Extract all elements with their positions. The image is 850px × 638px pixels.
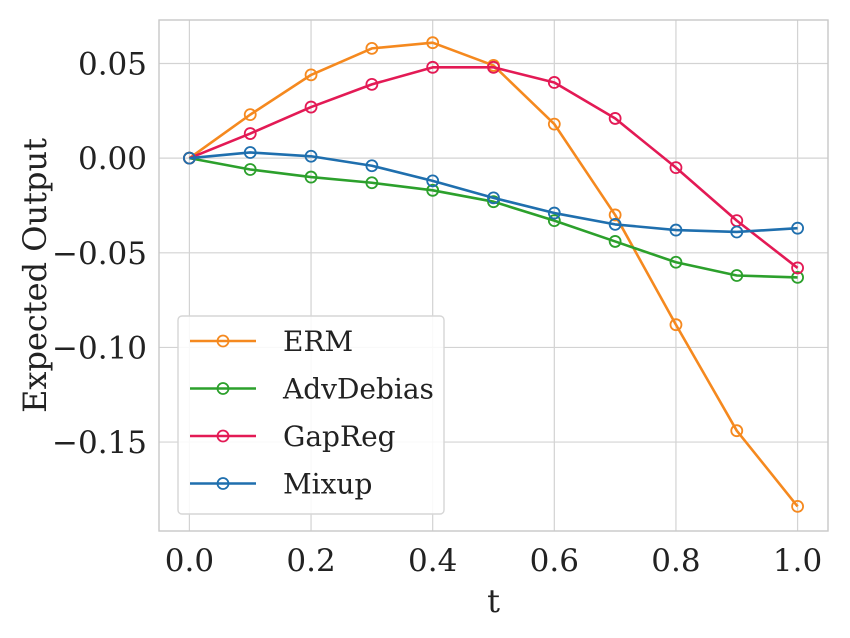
data-point (304, 170, 318, 184)
x-tick-label: 1.0 (773, 543, 822, 579)
data-point (365, 77, 379, 91)
series-line (189, 151, 798, 234)
legend-label: AdvDebias (282, 373, 434, 406)
series-mixup (183, 146, 804, 239)
legend-marker (216, 382, 230, 395)
x-tick-label: 0.0 (165, 543, 214, 579)
series-line (188, 41, 799, 508)
y-axis-label: Expected Output (16, 138, 54, 413)
data-point (791, 221, 804, 235)
data-point (243, 146, 257, 159)
data-point (547, 76, 561, 89)
data-point (304, 68, 318, 82)
legend: ERM AdvDebias GapReg Mixup (177, 315, 445, 515)
data-point (669, 161, 683, 175)
y-tick-label: −0.05 (52, 236, 147, 272)
legend-label: Mixup (283, 468, 372, 501)
series-layer (183, 36, 804, 513)
y-tick-label: −0.10 (52, 330, 147, 366)
data-point (608, 217, 622, 231)
legend-marker (216, 477, 230, 490)
data-point (487, 60, 500, 74)
data-point (791, 499, 804, 513)
data-point (426, 174, 440, 188)
x-axis-label: t (487, 582, 500, 620)
data-point (608, 235, 622, 248)
data-point (365, 176, 379, 190)
data-point (243, 108, 257, 122)
legend-label: GapReg (283, 420, 396, 453)
data-point (365, 159, 379, 173)
legend-box (177, 315, 445, 515)
data-point (487, 191, 500, 205)
data-point (304, 100, 318, 114)
data-point (608, 208, 622, 222)
x-tick-label: 0.4 (408, 543, 457, 579)
legend-item: ERM (190, 325, 353, 358)
legend-item: AdvDebias (190, 373, 434, 406)
y-tick-label: 0.00 (78, 141, 147, 177)
data-point (669, 318, 683, 332)
data-point (426, 36, 440, 50)
data-point (791, 261, 804, 275)
data-point (669, 223, 683, 237)
x-tick-labels: 0.0 0.2 0.4 0.6 0.8 1.0 (165, 543, 822, 579)
x-tick-label: 0.2 (286, 543, 335, 579)
data-point (243, 163, 257, 176)
series-line (188, 66, 799, 269)
data-point (183, 151, 196, 165)
legend-item: Mixup (190, 468, 372, 501)
x-tick-label: 0.6 (530, 543, 579, 579)
series-advdebias (183, 151, 804, 284)
data-point (426, 183, 440, 197)
data-point (304, 149, 318, 163)
series-gapreg (183, 60, 804, 275)
legend-label: ERM (283, 325, 353, 358)
data-point (669, 255, 683, 269)
data-point (547, 117, 561, 131)
plot-frame (158, 19, 829, 532)
legend-marker (216, 429, 230, 443)
y-tick-label: 0.05 (78, 47, 147, 83)
data-point (426, 60, 440, 74)
data-point (243, 127, 257, 140)
legend-item: GapReg (190, 420, 396, 453)
legend-marker (216, 334, 230, 348)
data-point (547, 214, 561, 228)
data-point (547, 206, 561, 220)
data-point (791, 270, 804, 284)
data-point (730, 424, 744, 438)
series-line (189, 156, 798, 279)
data-point (487, 195, 500, 209)
x-tick-label: 0.8 (651, 543, 700, 579)
data-point (365, 41, 379, 55)
y-tick-labels: 0.05 0.00 −0.05 −0.10 −0.15 (52, 47, 147, 462)
data-point (730, 269, 744, 282)
data-point (730, 225, 744, 239)
y-tick-label: −0.15 (52, 425, 147, 461)
data-point (608, 112, 622, 125)
